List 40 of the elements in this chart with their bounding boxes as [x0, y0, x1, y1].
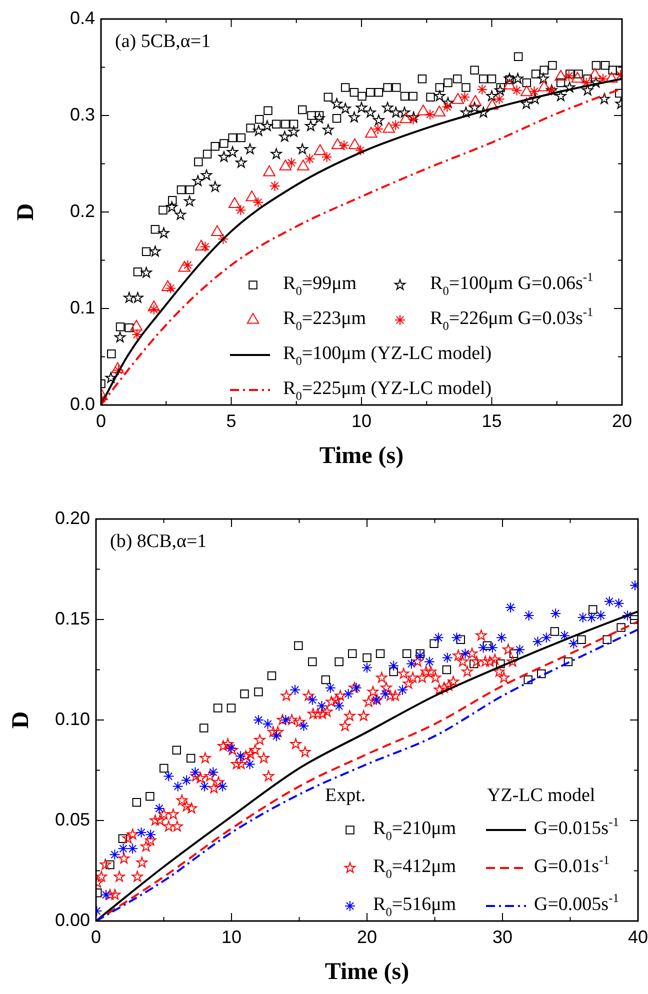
x-tick-label: 20 [356, 927, 378, 947]
y-tick-label: 0.3 [70, 104, 95, 124]
annotation: YZ-LC model [487, 785, 596, 806]
x-tick-label: 10 [351, 411, 372, 431]
x-tick-label: 20 [612, 411, 632, 431]
legend-label: R$_{0}$=412μm [373, 856, 456, 881]
x-tick-label: 0 [96, 411, 106, 431]
y-axis-title: D [13, 203, 39, 221]
annotation: Expt. [325, 785, 366, 806]
x-tick-label: 15 [482, 411, 502, 431]
x-tick-label: 10 [221, 927, 242, 947]
y-tick-label: 0.4 [70, 8, 95, 28]
legend-label: G=0.01s$^{-1}$ [534, 852, 610, 878]
legend-label: R$_{0}$=100μm (YZ-LC model) [283, 343, 492, 368]
legend-label: G=0.005s$^{-1}$ [534, 890, 619, 916]
x-tick-label: 30 [492, 927, 513, 947]
y-tick-label: 0.05 [54, 809, 90, 830]
x-tick-label: 5 [226, 411, 236, 431]
text: (a) 5CB,α=1 [115, 31, 211, 52]
legend-label: R$_{0}$=99μm [283, 273, 357, 298]
legend-label: G=0.015s$^{-1}$ [534, 814, 619, 840]
y-axis-title: D [8, 711, 34, 729]
y-tick-label: 0.2 [70, 200, 95, 221]
legend-label: R$_{0}$=210μm [373, 818, 456, 843]
x-tick-label: 40 [628, 927, 648, 947]
y-tick-label: 0.0 [70, 394, 95, 414]
x-tick-label: 0 [90, 927, 102, 947]
y-tick-label: 0.10 [54, 708, 90, 729]
legend-label: R$_{0}$=225μm (YZ-LC model) [283, 378, 492, 403]
legend-label: R$_{0}$=100μm G=0.06s$^{-1}$ [430, 270, 594, 298]
y-tick-label: 0.20 [54, 508, 90, 528]
y-tick-label: 0.15 [54, 608, 90, 628]
y-tick-label: 0.1 [70, 297, 95, 318]
legend-label: R$_{0}$=516μm [373, 894, 456, 919]
legend-label: R$_{0}$=223μm [283, 308, 366, 333]
text: (b) 8CB,α=1 [110, 531, 207, 552]
x-axis-title: Time (s) [324, 959, 410, 985]
y-tick-label: 0.00 [54, 910, 90, 930]
x-axis-title: Time (s) [319, 443, 404, 469]
legend-label: R$_{0}$=226μm G=0.03s$^{-1}$ [430, 304, 594, 333]
